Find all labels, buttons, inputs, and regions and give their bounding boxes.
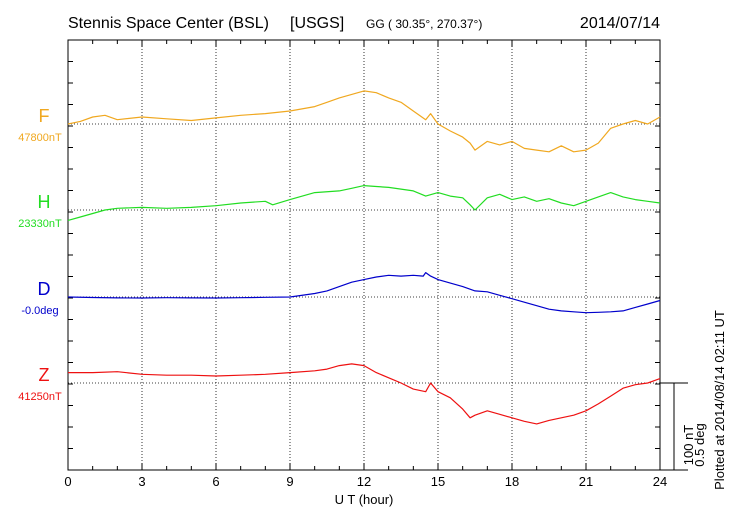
x-tick-label: 12	[357, 474, 371, 489]
coords-label: GG ( 30.35°, 270.37°)	[366, 17, 482, 31]
series-baseline-h: 23330nT	[18, 218, 62, 230]
series-group	[67, 90, 661, 425]
plotted-note: Plotted at 2014/08/14 02:11 UT	[712, 310, 727, 490]
series-baseline-z: 41250nT	[18, 391, 62, 403]
series-labels: F 47800nT H 23330nT D -0.0deg Z 41250nT	[18, 106, 62, 403]
scale-deg-label: 0.5 deg	[692, 423, 707, 466]
chart-date: 2014/07/14	[580, 15, 660, 32]
x-tick-label: 9	[286, 474, 293, 489]
series-name-h: H	[38, 192, 51, 212]
x-tick-label: 21	[579, 474, 593, 489]
scale-nt-label: 100 nT	[681, 425, 696, 466]
chart-title: Stennis Space Center (BSL)	[68, 15, 269, 32]
x-axis-label: U T (hour)	[335, 492, 394, 507]
x-tick-label: 18	[505, 474, 519, 489]
x-tick-label: 0	[64, 474, 71, 489]
x-tick-labels: 0 3 6 9 12 15 18 21 24	[64, 474, 667, 489]
series-baseline-d: -0.0deg	[21, 305, 58, 317]
x-tick-label: 15	[431, 474, 445, 489]
series-line-f	[67, 90, 661, 153]
series-name-d: D	[38, 279, 51, 299]
series-name-f: F	[39, 106, 50, 126]
network-label: [USGS]	[290, 15, 344, 32]
x-tick-label: 24	[653, 474, 667, 489]
grid	[68, 40, 660, 470]
series-name-z: Z	[39, 365, 50, 385]
x-tick-label: 3	[138, 474, 145, 489]
scale-bar: 100 nT 0.5 deg	[660, 382, 707, 471]
plot-frame	[67, 39, 661, 471]
plot-border	[67, 39, 661, 471]
series-line-z	[68, 363, 661, 425]
series-baseline-f: 47800nT	[18, 132, 62, 144]
series-line-h	[67, 185, 661, 221]
series-line-d	[67, 272, 661, 314]
x-tick-label: 6	[212, 474, 219, 489]
